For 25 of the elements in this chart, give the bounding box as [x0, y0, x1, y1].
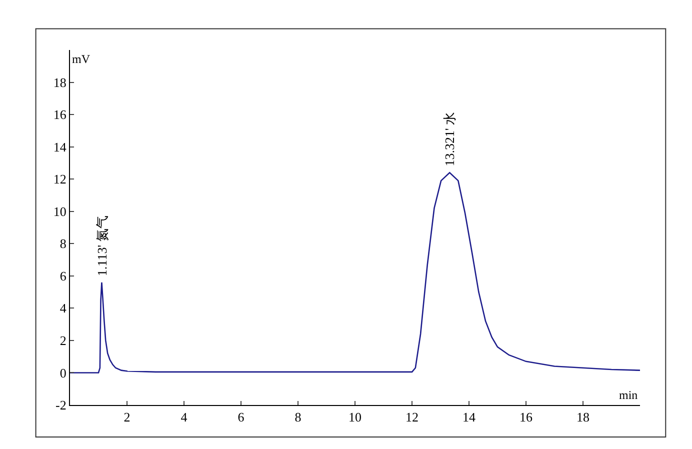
- y-tick-label: 4: [60, 300, 67, 316]
- x-tick-label: 18: [576, 410, 590, 425]
- y-tick-label: 12: [53, 172, 66, 187]
- annotation: 1.113' 氮气: [94, 216, 110, 276]
- x-tick-label: 12: [406, 410, 418, 425]
- y-tick-label: -2: [56, 398, 66, 413]
- y-tick-label: 14: [53, 139, 67, 154]
- annotation: 13.321' 水: [442, 112, 458, 166]
- x-tick-label: 8: [294, 410, 302, 425]
- y-tick-label: 6: [60, 268, 67, 284]
- y-tick-label: 18: [53, 74, 66, 90]
- y-axis-title: mV: [72, 52, 90, 66]
- x-tick-label: 4: [180, 410, 188, 425]
- y-tick-label: 8: [60, 236, 66, 252]
- y-tick-label: 16: [53, 107, 67, 122]
- x-tick-label: 14: [462, 410, 476, 425]
- y-tick-label: 0: [60, 365, 66, 380]
- y-tick-label: 10: [53, 204, 66, 219]
- y-tick-label: 2: [60, 333, 66, 348]
- x-tick-label: 6: [238, 410, 245, 425]
- x-tick-label: 10: [348, 410, 362, 425]
- x-tick-label: 16: [520, 410, 533, 425]
- x-axis-title: min: [619, 388, 638, 402]
- line-series: [70, 172, 640, 374]
- x-tick-label: 2: [124, 410, 130, 425]
